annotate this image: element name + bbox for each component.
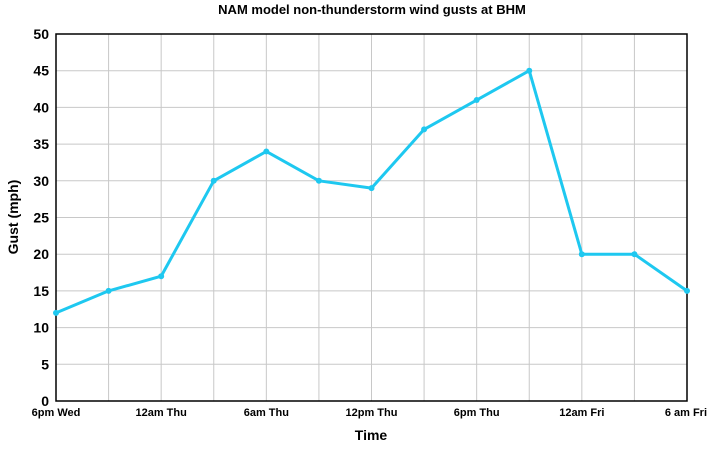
y-tick-label: 5 (41, 356, 49, 372)
data-point (578, 251, 585, 258)
data-point (526, 67, 533, 74)
data-point (368, 185, 375, 192)
data-points (53, 67, 690, 316)
y-tick-label: 35 (33, 136, 49, 152)
x-tick-label: 6am Thu (244, 407, 289, 419)
x-tick-label: 12am Thu (135, 407, 186, 419)
y-tick-label: 10 (33, 320, 49, 336)
grid (55, 33, 688, 402)
y-tick-label: 50 (33, 26, 49, 42)
data-point (421, 126, 428, 133)
x-tick-label: 6 am Fri (665, 407, 707, 419)
data-point (105, 287, 112, 294)
x-tick-label: 6pm Wed (32, 407, 81, 419)
y-axis-ticks: 0 5 10 15 20 25 30 35 40 45 50 (33, 26, 49, 409)
y-tick-label: 25 (33, 210, 49, 226)
x-tick-label: 12pm Thu (346, 407, 398, 419)
data-point (631, 251, 638, 258)
y-tick-label: 20 (33, 246, 49, 262)
y-tick-label: 15 (33, 283, 49, 299)
y-tick-label: 0 (41, 393, 49, 409)
plot-frame (55, 33, 688, 402)
x-tick-label: 6pm Thu (454, 407, 500, 419)
y-tick-label: 30 (33, 173, 49, 189)
data-point (210, 177, 217, 184)
x-tick-label: 12am Fri (559, 407, 604, 419)
x-axis-ticks: 6pm Wed 12am Thu 6am Thu 12pm Thu 6pm Thu 12a… (32, 407, 707, 419)
data-point (315, 177, 322, 184)
data-point (263, 148, 270, 155)
chart-title: NAM model non-thunderstorm wind gusts at… (218, 2, 526, 17)
data-point (473, 97, 480, 104)
y-tick-label: 45 (33, 63, 49, 79)
data-point (158, 273, 165, 280)
data-point (53, 309, 59, 316)
x-axis-label: Time (355, 427, 388, 443)
y-axis-label: Gust (mph) (5, 180, 21, 255)
y-tick-label: 40 (33, 99, 49, 115)
data-point (684, 287, 690, 294)
